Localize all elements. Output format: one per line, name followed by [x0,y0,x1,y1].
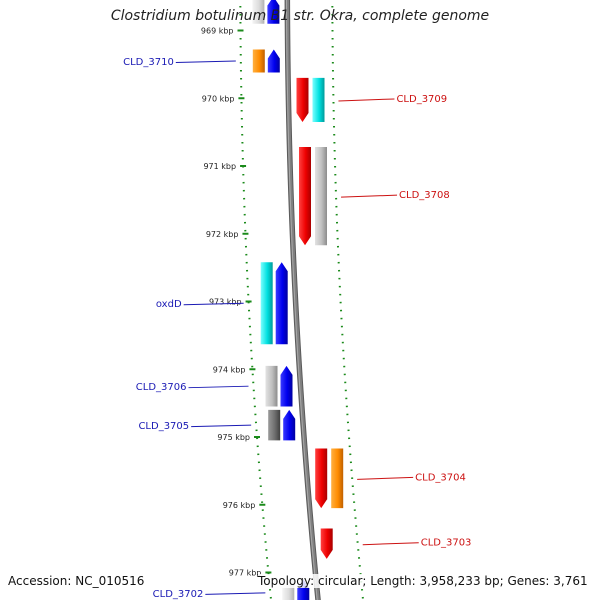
genome-backbone-highlight [286,0,318,600]
gene-feature-blue[interactable] [280,365,293,407]
gene-feature-darkgray[interactable] [268,409,281,441]
gene-cld_3703[interactable] [320,528,333,559]
gene-label[interactable]: oxdD [156,299,182,310]
gene-label[interactable]: CLD_3703 [421,538,472,549]
gene-label[interactable]: CLD_3710 [123,57,174,68]
gene-cld_3710[interactable] [252,49,280,73]
accession-text: Accession: NC_010516 [8,574,145,588]
map-footer: Accession: NC_010516 Topology: circular;… [0,574,600,592]
gene-label-leader [341,194,398,198]
gene-oxdd[interactable] [260,262,288,345]
gene-label[interactable]: CLD_3704 [415,472,466,483]
gene-feature-red[interactable] [315,448,328,509]
gene-feature-gray[interactable] [265,365,278,407]
gene-feature-red[interactable] [296,77,309,122]
outer-dotted-guide [331,0,365,600]
gene-feature-red[interactable] [299,147,311,246]
genome-backbone [285,0,320,600]
tick-label: 977 kbp [229,569,262,578]
topology-text: Topology: circular; Length: 3,958,233 bp… [258,574,588,588]
gene-cld_3706[interactable] [265,365,293,407]
gene-feature-orange[interactable] [331,448,344,509]
gene-label[interactable]: CLD_3705 [138,421,189,432]
gene-feature-cyan[interactable] [312,77,325,122]
gene-feature-lightgray[interactable] [252,0,265,24]
tick-label: 972 kbp [206,230,239,239]
gene-label-leader [362,542,419,546]
tick-label: 971 kbp [203,162,236,171]
gene-cld_3704[interactable] [315,448,344,509]
tick-label: 974 kbp [213,365,246,374]
gene-cld_3708[interactable] [299,147,327,246]
gene-label[interactable]: CLD_3702 [153,589,204,600]
gene-label-leader [191,424,252,428]
gene-feature-orange[interactable] [252,49,265,73]
gene-cld_3705[interactable] [268,409,296,441]
gene-cld_3709[interactable] [296,77,325,122]
tick-label: 970 kbp [202,94,235,103]
gene-label[interactable]: CLD_3706 [136,382,187,393]
gene-label[interactable]: CLD_3709 [396,94,447,105]
gene-label-leader [338,98,395,102]
gene-label-leader [183,302,244,306]
gene-feature-cyan[interactable] [260,262,273,345]
gene-label[interactable]: CLD_3708 [399,190,450,201]
gene-label-leader [357,476,414,480]
gene-feature-blue[interactable] [267,49,280,73]
tick-label: 975 kbp [217,433,250,442]
gene-partial-top[interactable] [252,0,280,24]
gene-label-leader [188,385,249,389]
gene-feature-gray[interactable] [315,147,327,246]
map-title: Clostridium botulinum B1 str. Okra, comp… [110,8,490,24]
gene-label-leader [205,592,266,595]
tick-label: 969 kbp [201,27,234,36]
gene-feature-blue[interactable] [283,409,296,441]
tick-label: 973 kbp [209,298,242,307]
tick-label: 976 kbp [223,501,256,510]
gene-feature-blue[interactable] [275,262,288,345]
gene-feature-blue[interactable] [267,0,280,24]
gene-label-leader [175,60,236,63]
gene-feature-red[interactable] [320,528,333,559]
